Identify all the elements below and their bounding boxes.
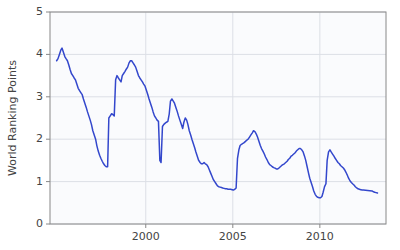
y-tick-label: 2	[36, 132, 43, 145]
x-tick	[145, 224, 146, 228]
x-tick	[232, 224, 233, 228]
line	[57, 48, 378, 198]
y-tick	[46, 96, 50, 97]
x-grid-line	[232, 12, 233, 224]
plot-background	[50, 12, 386, 224]
plot-frame	[50, 12, 386, 224]
x-tick-label: 2000	[132, 230, 160, 243]
grid	[50, 12, 386, 224]
x-tick-label: 2010	[306, 230, 334, 243]
y-grid-line	[50, 139, 386, 140]
x-grid-line	[145, 12, 146, 224]
y-tick-label: 0	[36, 217, 43, 230]
x-tick-label: 2005	[219, 230, 247, 243]
chart-svg: 0 1 2 3 4 5 2000 2005 2010 World Ranking Points	[0, 0, 400, 250]
y-tick-label: 4	[36, 47, 43, 60]
y-tick-label: 1	[36, 175, 43, 188]
data-group	[57, 48, 378, 198]
x-tick	[319, 224, 320, 228]
y-axis-label: World Ranking Points	[6, 60, 19, 176]
y-grid-line	[50, 54, 386, 55]
y-tick	[46, 54, 50, 55]
y-grid-line	[50, 181, 386, 182]
x-grid-line	[319, 12, 320, 224]
chart-container: 0 1 2 3 4 5 2000 2005 2010 World Ranking Points	[0, 0, 400, 250]
y-grid-line	[50, 96, 386, 97]
y-tick	[46, 12, 50, 13]
axes: 0 1 2 3 4 5 2000 2005 2010	[36, 5, 386, 243]
y-tick	[46, 139, 50, 140]
y-tick	[46, 224, 50, 225]
y-tick-label: 5	[36, 5, 43, 18]
y-tick	[46, 181, 50, 182]
y-tick-label: 3	[36, 90, 43, 103]
